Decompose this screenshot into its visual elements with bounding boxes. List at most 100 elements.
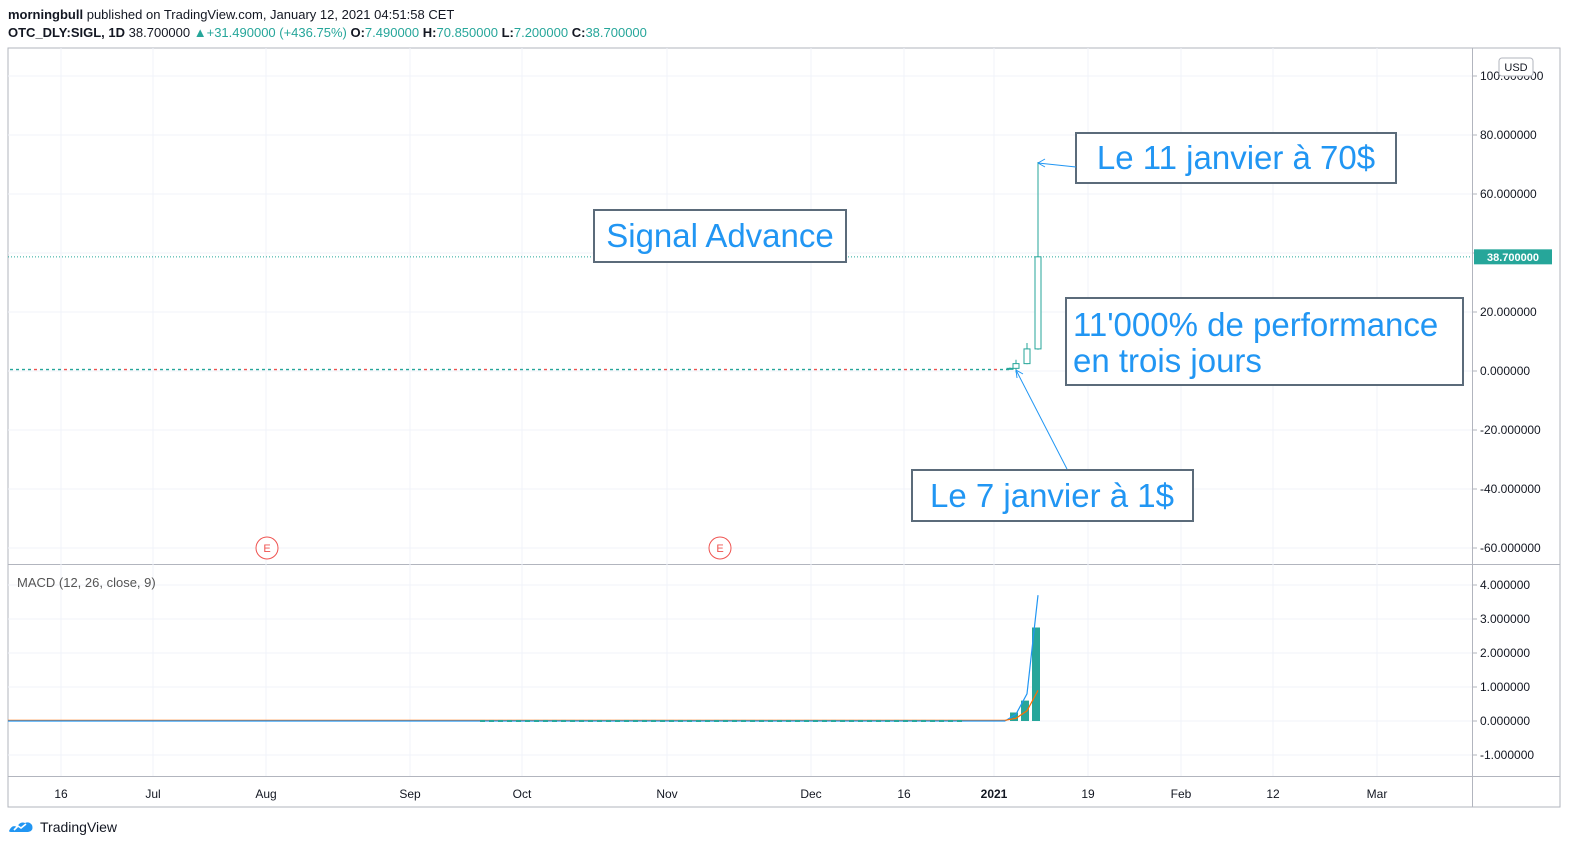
candle-body [1034,256,1042,350]
macd-hist-bar [525,719,530,722]
low-label: L: [501,25,514,40]
macd-hist-bar [507,719,512,722]
macd-hist-bar [912,719,917,722]
macd-hist-bar [849,719,854,722]
macd-hist-bar [786,719,791,722]
macd-hist-bar [957,719,962,722]
annotation-jan7-arrow [1015,369,1068,470]
macd-hist-bar [930,719,935,722]
macd-hist-bar [948,719,953,722]
signal-line-spike [1004,690,1039,721]
macd-hist-bar [606,719,611,722]
macd-hist-bar [813,719,818,722]
macd-hist-bar [588,719,593,722]
macd-hist-bar [822,719,827,722]
macd-axis: 4.000000 3.000000 2.000000 1.000000 0.000000… [1472,578,1534,762]
time-axis-label: Dec [800,787,821,801]
time-axis-label: Jul [145,787,160,801]
macd-hist-bar [894,719,899,722]
macd-axis-label: 3.000000 [1480,612,1530,626]
macd-line-spike [1004,595,1039,722]
macd-hist-bar [885,719,890,722]
macd-hist-bar [858,719,863,722]
macd-hist-bar [660,719,665,722]
macd-hist-bar [759,719,764,722]
price-axis-label: -60.000000 [1480,541,1541,555]
macd-hist-bar [903,719,908,722]
macd-hist-bar [939,719,944,722]
macd-hist-bar [696,719,701,722]
time-axis-label: 12 [1266,787,1280,801]
high-value: 70.850000 [436,25,498,40]
time-axis-label: Feb [1171,787,1192,801]
price-axis-label: 0.000000 [1480,364,1530,378]
annotation-title-text: Signal Advance [606,217,834,254]
macd-hist-bar [768,719,773,722]
macd-hist-bar [714,719,719,722]
macd-hist-bar [489,719,494,722]
annotation-perf-line2: en trois jours [1073,342,1262,379]
ohlc-line: OTC_DLY:SIGL, 1D 38.700000 ▲+31.490000 (… [8,24,647,42]
time-axis-label: Oct [513,787,532,801]
annotation-performance[interactable]: 11'000% de performance en trois jours [1065,297,1464,386]
earnings-marker[interactable]: E [708,536,732,560]
chart-border [7,47,1561,808]
earnings-marker[interactable]: E [255,536,279,560]
chart-header: morningbull published on TradingView.com… [8,6,647,42]
annotation-jan11[interactable]: Le 11 janvier à 70$ [1075,132,1397,184]
close-value: 38.700000 [585,25,647,40]
macd-hist-bar [480,719,485,722]
annotation-jan7[interactable]: Le 7 janvier à 1$ [911,469,1194,522]
last-price-tag-text: 38.700000 [1487,252,1539,264]
time-axis-label: Nov [656,787,677,801]
annotation-perf-line1: 11'000% de performance [1073,306,1438,343]
macd-hist-bar [561,719,566,722]
macd-axis-label: 1.000000 [1480,680,1530,694]
time-axis-label: Sep [399,787,421,801]
macd-hist-bar [498,719,503,722]
time-axis-label: 2021 [981,787,1008,801]
macd-hist-bar [615,719,620,722]
close-label: C: [571,25,586,40]
macd-hist-bar [597,719,602,722]
time-axis-label: Aug [255,787,276,801]
macd-hist-bar [795,719,800,722]
macd-hist-bar [678,719,683,722]
macd-hist-bar [876,719,881,722]
time-axis-label: 16 [54,787,68,801]
macd-hist-bar [705,719,710,722]
annotation-title[interactable]: Signal Advance [593,209,847,263]
arrow-head-icon [1037,158,1046,168]
macd-pane [8,595,1040,722]
up-arrow-icon: ▲ [193,25,207,40]
last-price: 38.700000 [128,25,191,40]
macd-hist-bar [651,719,656,722]
macd-axis-label: -1.000000 [1480,748,1534,762]
macd-hist-bar [570,719,575,722]
macd-axis-label: 2.000000 [1480,646,1530,660]
publish-line: morningbull published on TradingView.com… [8,6,647,24]
symbol-label: OTC_DLY:SIGL, 1D [8,25,126,40]
macd-hist-bar [534,719,539,722]
macd-axis-label: 0.000000 [1480,714,1530,728]
time-axis-label: Mar [1367,787,1388,801]
open-label: O: [350,25,365,40]
price-axis: 100.00000080.00000060.00000020.0000000.0… [1472,69,1544,555]
macd-hist-bar [552,719,557,722]
time-axis-label: 19 [1081,787,1095,801]
currency-badge[interactable] [1498,57,1534,77]
macd-hist-bar [921,719,926,722]
candle-body [1006,367,1014,370]
macd-hist-bar [750,719,755,722]
earnings-marker-label: E [263,543,270,555]
footer-brand: TradingView [40,819,118,835]
price-axis-label: -40.000000 [1480,482,1541,496]
macd-hist-bar [831,719,836,722]
macd-hist-bar [1021,700,1029,721]
price-axis-label: 80.000000 [1480,128,1537,142]
macd-axis-label: 4.000000 [1480,578,1530,592]
author-name[interactable]: morningbull [8,7,84,22]
macd-hist-bar [777,719,782,722]
footer[interactable]: TradingView [8,818,117,836]
